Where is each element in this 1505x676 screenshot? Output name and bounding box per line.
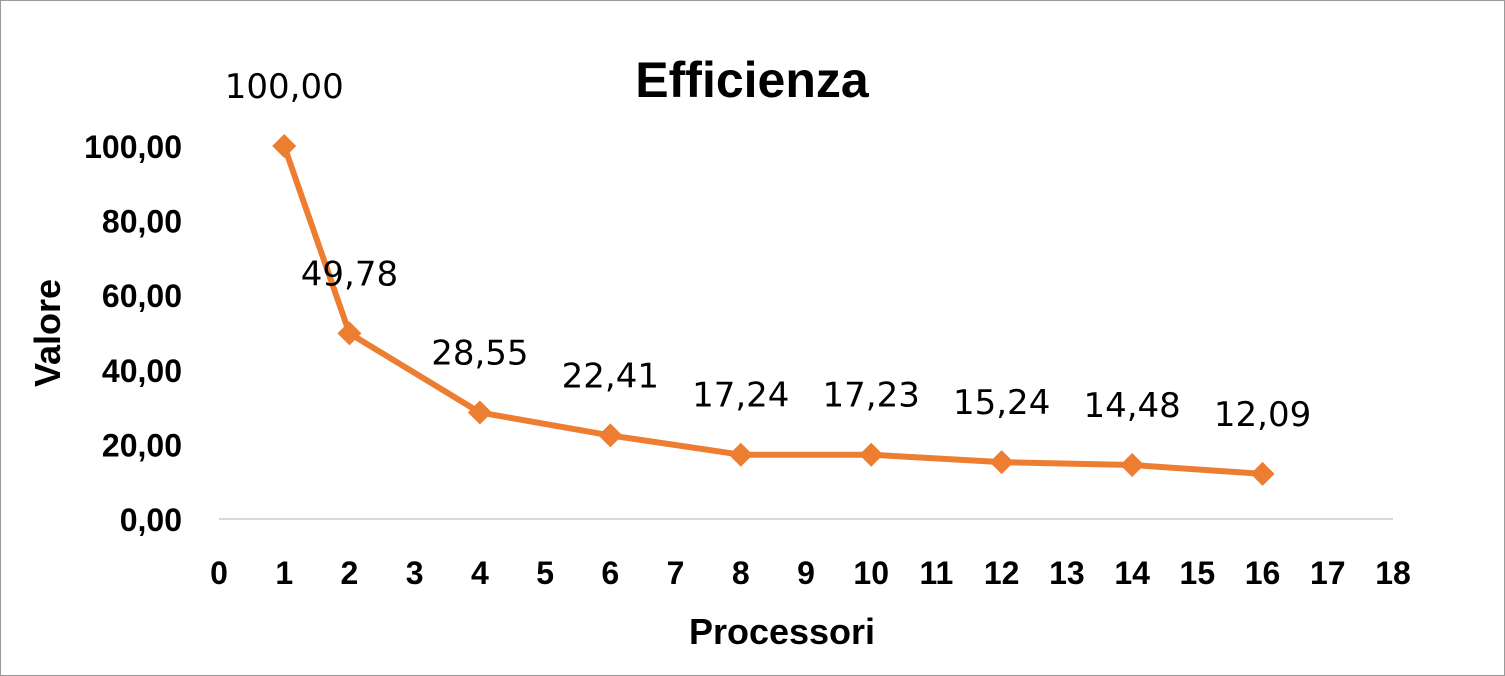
data-point-marker xyxy=(1250,461,1275,486)
x-tick-label: 0 xyxy=(210,555,228,591)
data-point-marker xyxy=(598,423,623,448)
x-tick-label: 4 xyxy=(471,555,489,591)
x-tick-label: 11 xyxy=(920,555,954,591)
x-axis-title: Processori xyxy=(689,611,875,652)
data-label: 12,09 xyxy=(1214,395,1311,435)
x-tick-label: 12 xyxy=(984,555,1020,591)
y-axis-title: Valore xyxy=(27,279,68,387)
y-tick-label: 40,00 xyxy=(102,353,182,389)
y-tick-label: 60,00 xyxy=(102,278,182,314)
x-tick-label: 10 xyxy=(853,555,889,591)
x-tick-label: 7 xyxy=(667,555,685,591)
x-tick-label: 18 xyxy=(1375,555,1411,591)
data-label: 15,24 xyxy=(953,383,1050,423)
data-label: 17,24 xyxy=(692,376,789,416)
y-tick-label: 80,00 xyxy=(102,204,182,240)
data-label: 22,41 xyxy=(562,356,659,396)
x-tick-label: 5 xyxy=(536,555,554,591)
x-tick-label: 8 xyxy=(732,555,750,591)
data-label: 49,78 xyxy=(301,254,398,294)
data-label: 28,55 xyxy=(431,334,528,374)
x-tick-label: 3 xyxy=(406,555,424,591)
y-tick-label: 100,00 xyxy=(84,129,182,165)
data-label: 17,23 xyxy=(823,376,920,416)
x-tick-label: 16 xyxy=(1245,555,1281,591)
y-tick-label: 20,00 xyxy=(102,427,182,463)
x-tick-label: 15 xyxy=(1180,555,1216,591)
data-point-marker xyxy=(467,400,492,425)
x-tick-label: 17 xyxy=(1310,555,1346,591)
data-point-marker xyxy=(1120,452,1145,477)
x-tick-label: 6 xyxy=(601,555,619,591)
data-point-marker xyxy=(272,134,297,158)
data-label: 100,00 xyxy=(225,67,344,107)
x-tick-label: 1 xyxy=(275,555,293,591)
data-point-marker xyxy=(337,321,362,346)
x-tick-label: 14 xyxy=(1114,555,1150,591)
data-point-marker xyxy=(728,442,753,467)
data-point-marker xyxy=(859,442,884,467)
chart-title: Efficienza xyxy=(635,52,870,108)
y-tick-label: 0,00 xyxy=(120,502,182,538)
x-tick-label: 9 xyxy=(797,555,815,591)
data-point-marker xyxy=(989,450,1014,475)
x-tick-label: 2 xyxy=(341,555,359,591)
data-label: 14,48 xyxy=(1083,386,1180,426)
x-tick-label: 13 xyxy=(1049,555,1085,591)
